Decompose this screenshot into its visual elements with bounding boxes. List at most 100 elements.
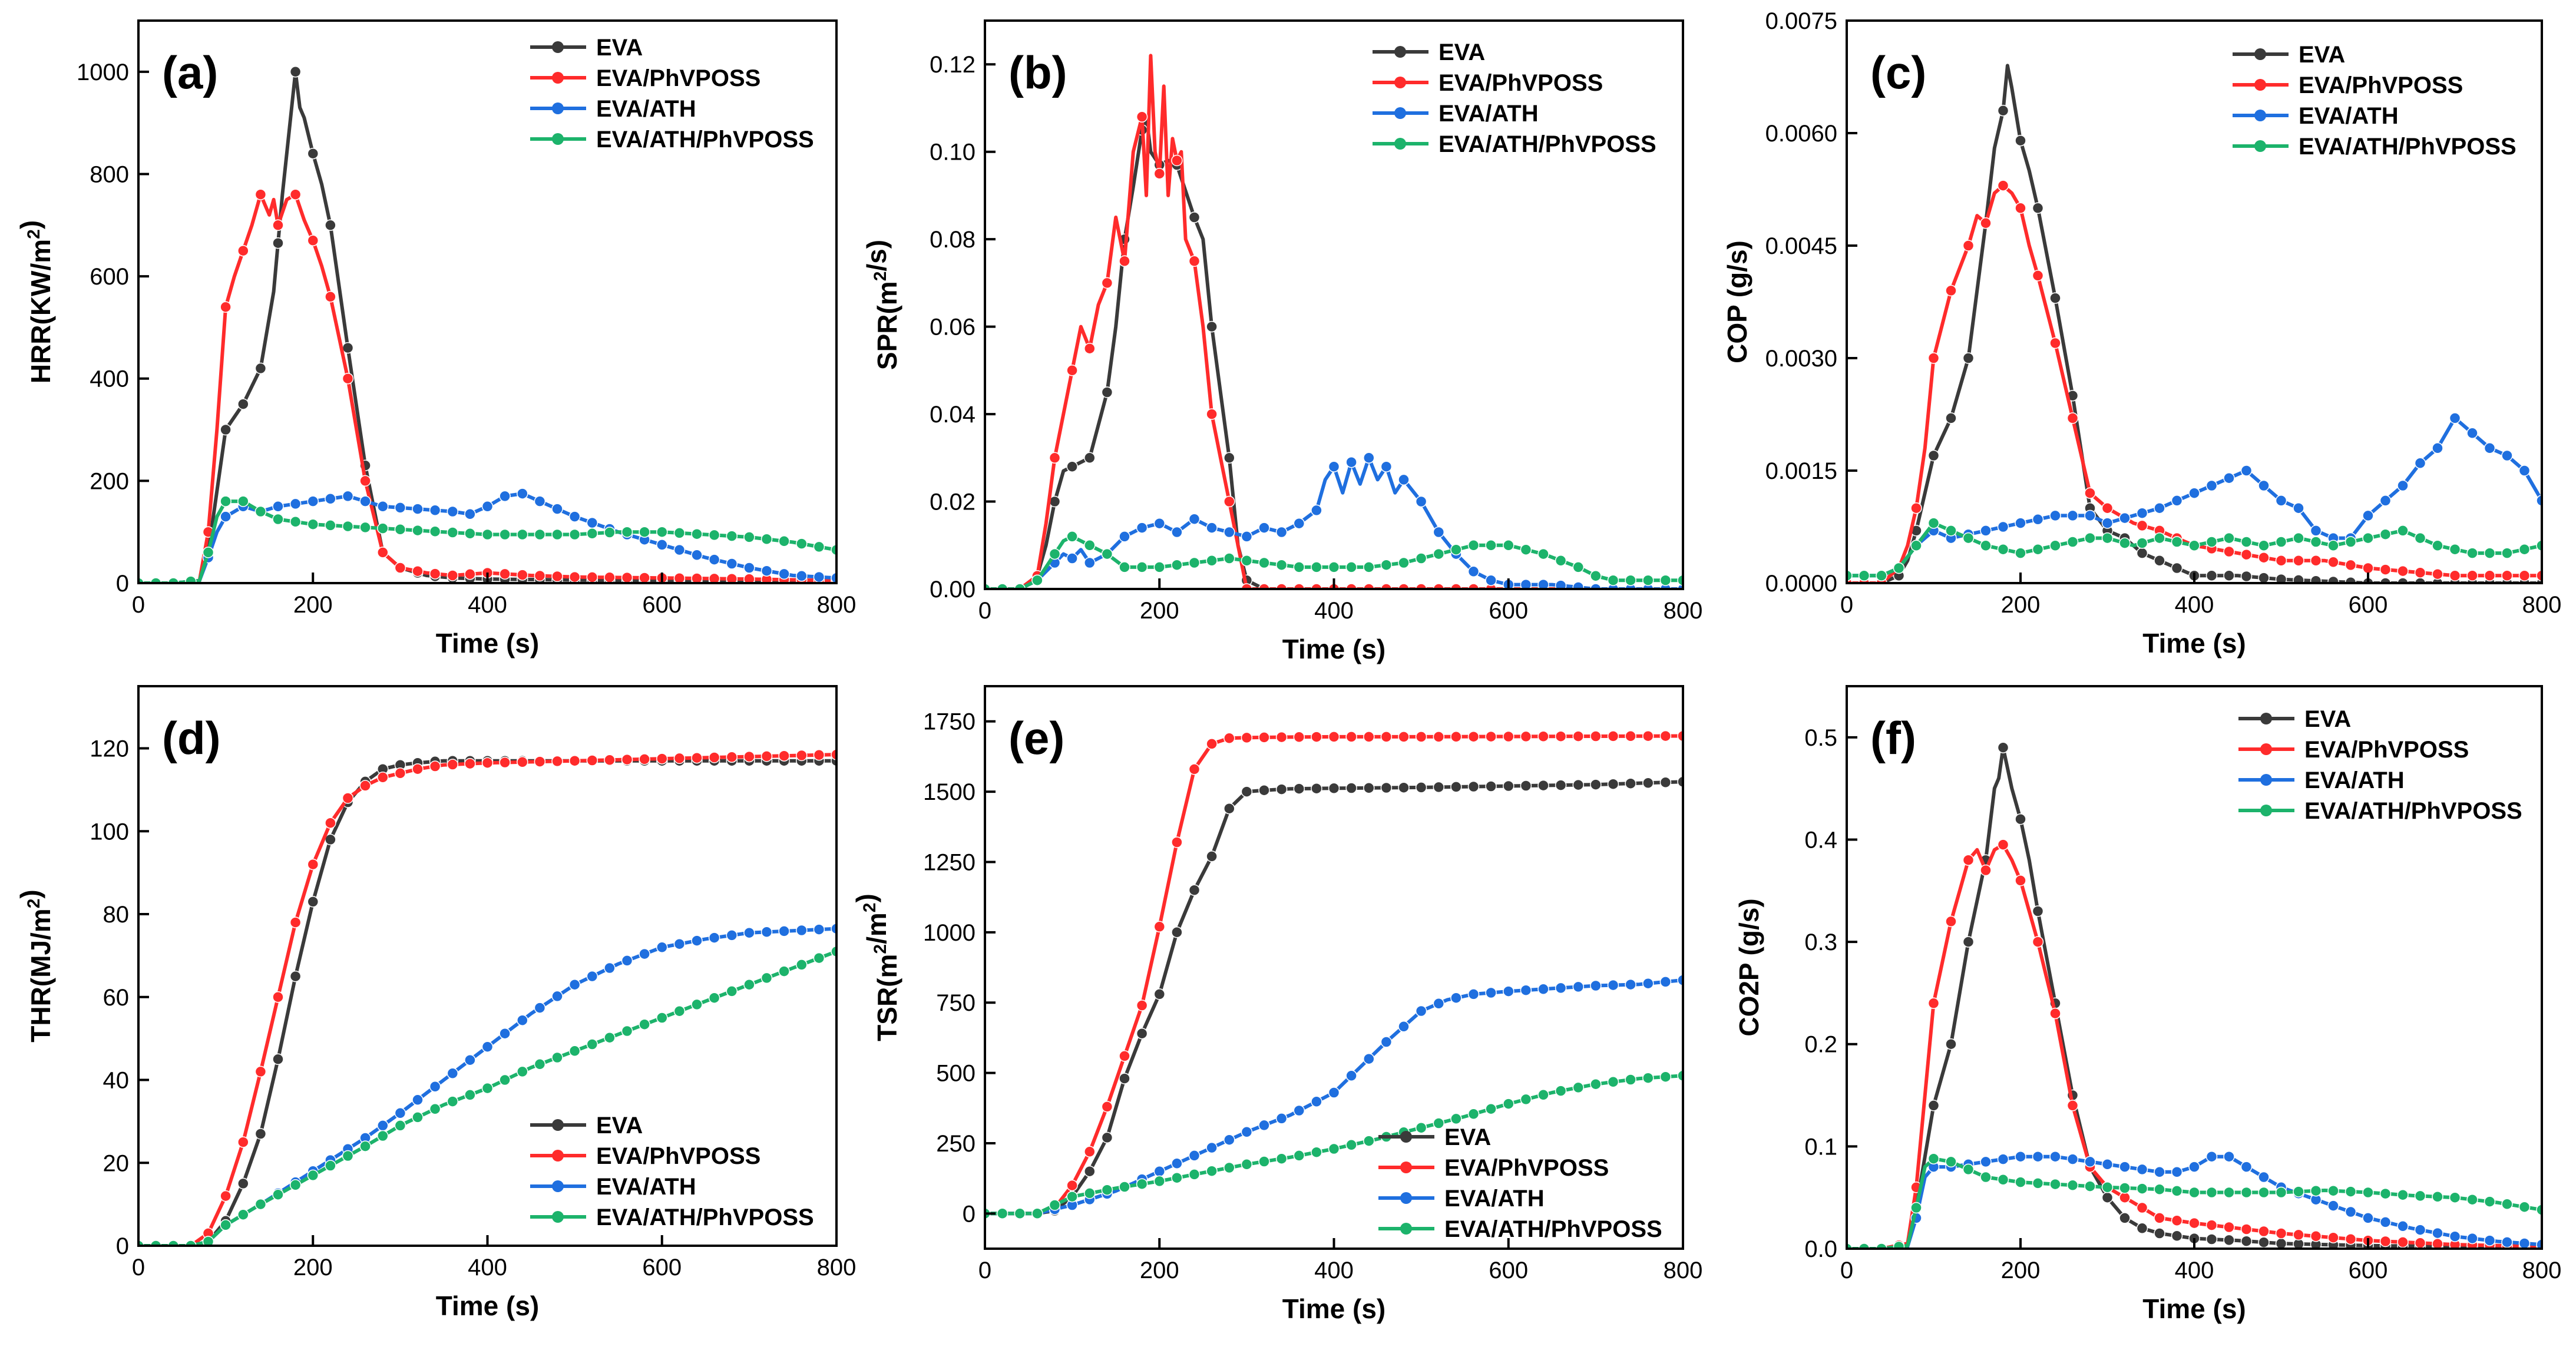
x-tick-label: 600: [1489, 1258, 1528, 1283]
data-point: [2397, 525, 2409, 537]
x-tick-label: 800: [2522, 592, 2562, 618]
data-point: [2414, 567, 2426, 578]
data-point: [1537, 1089, 1549, 1101]
data-point: [272, 991, 284, 1003]
data-point: [743, 978, 755, 991]
data-point: [568, 571, 581, 583]
data-point: [2432, 442, 2443, 454]
data-point: [1945, 412, 1957, 424]
data-point: [2240, 465, 2253, 477]
data-point: [1642, 574, 1654, 586]
y-tick-label: 0.12: [930, 52, 975, 78]
data-point: [517, 488, 528, 499]
data-point: [2466, 1193, 2478, 1206]
data-point: [394, 502, 406, 514]
data-point: [2205, 1150, 2218, 1163]
data-point: [1398, 782, 1410, 793]
data-point: [551, 528, 563, 541]
data-point: [1188, 763, 1201, 775]
data-point: [2518, 465, 2531, 477]
data-point: [2015, 1150, 2026, 1163]
data-point: [2258, 551, 2270, 564]
data-point: [1980, 1171, 1992, 1183]
data-point: [743, 750, 755, 763]
data-point: [1136, 1027, 1148, 1040]
data-point: [1293, 731, 1305, 743]
data-point: [2397, 1220, 2409, 1232]
data-point: [1962, 1163, 1975, 1176]
data-point: [2466, 547, 2478, 559]
data-point: [1398, 474, 1410, 486]
data-point: [551, 570, 563, 583]
series-line: [138, 759, 836, 1246]
data-point: [1241, 732, 1253, 744]
data-point: [2049, 1007, 2061, 1020]
legend-entry: EVA/ATH/PhVPOSS: [596, 127, 814, 153]
series-eva-ath: [985, 974, 1683, 1220]
data-point: [1258, 522, 1270, 534]
x-tick-label: 800: [2522, 1258, 2562, 1283]
legend-entry: EVA/ATH/PhVPOSS: [2299, 134, 2517, 160]
data-point: [2171, 495, 2183, 507]
data-point: [1066, 1190, 1078, 1203]
data-point: [1119, 561, 1130, 573]
x-axis-label: Time (s): [436, 1290, 540, 1321]
data-point: [2205, 479, 2218, 492]
x-tick-label: 200: [2001, 592, 2041, 618]
data-point: [778, 535, 790, 547]
x-tick-label: 0: [132, 592, 145, 618]
y-tick-label: 200: [90, 468, 129, 494]
data-point: [1363, 561, 1375, 573]
data-point: [1293, 561, 1305, 573]
series-eva-ath-phvposs: [138, 495, 836, 583]
legend-entry: EVA/ATH/PhVPOSS: [1444, 1216, 1662, 1242]
data-point: [1206, 1141, 1218, 1154]
data-point: [1119, 255, 1130, 267]
data-point: [2484, 1196, 2496, 1207]
x-axis-label: Time (s): [1282, 1293, 1386, 1324]
data-point: [2379, 577, 2392, 583]
data-point: [394, 1120, 406, 1131]
data-point: [656, 753, 668, 765]
data-point: [1101, 1101, 1113, 1113]
data-point: [2223, 532, 2235, 544]
data-point: [464, 1089, 476, 1101]
data-point: [1677, 974, 1683, 986]
data-point: [708, 573, 720, 583]
data-point: [2136, 1202, 2148, 1214]
data-point: [220, 511, 232, 522]
data-point: [1520, 544, 1532, 555]
data-point: [1642, 1072, 1654, 1084]
y-tick-label: 0.0: [1804, 1236, 1837, 1262]
data-point: [2397, 1236, 2409, 1248]
data-point: [1910, 502, 1922, 514]
data-point: [429, 504, 441, 517]
data-point: [429, 1103, 441, 1115]
legend-entry: EVA/ATH: [2299, 103, 2399, 129]
legend-marker: [1400, 1223, 1412, 1235]
data-point: [586, 517, 598, 529]
data-point: [1206, 320, 1218, 333]
y-tick-label: 0.0060: [1765, 121, 1837, 147]
y-tick-label: 0: [116, 1233, 129, 1259]
data-point: [604, 571, 616, 583]
legend: EVA EVA/PhVPOSS EVA/ATH EVA/ATH/PhVPOSS: [530, 1113, 814, 1230]
data-point: [2015, 202, 2026, 214]
data-point: [1188, 884, 1201, 896]
data-point: [1293, 1150, 1305, 1162]
data-point: [447, 505, 459, 518]
data-point: [1607, 1076, 1619, 1088]
data-point: [2205, 570, 2218, 582]
data-point: [639, 753, 650, 765]
data-point: [2379, 528, 2392, 540]
data-point: [254, 362, 267, 375]
legend-entry: EVA/ATH: [596, 96, 696, 122]
data-point: [1485, 780, 1497, 792]
legend-marker: [552, 1180, 564, 1192]
legend: EVA EVA/PhVPOSS EVA/ATH EVA/ATH/PhVPOSS: [2238, 706, 2522, 824]
data-point: [499, 1027, 511, 1040]
x-tick-label: 400: [2175, 1258, 2214, 1283]
data-point: [726, 751, 738, 763]
data-point: [1555, 730, 1567, 742]
data-point: [2240, 548, 2253, 561]
